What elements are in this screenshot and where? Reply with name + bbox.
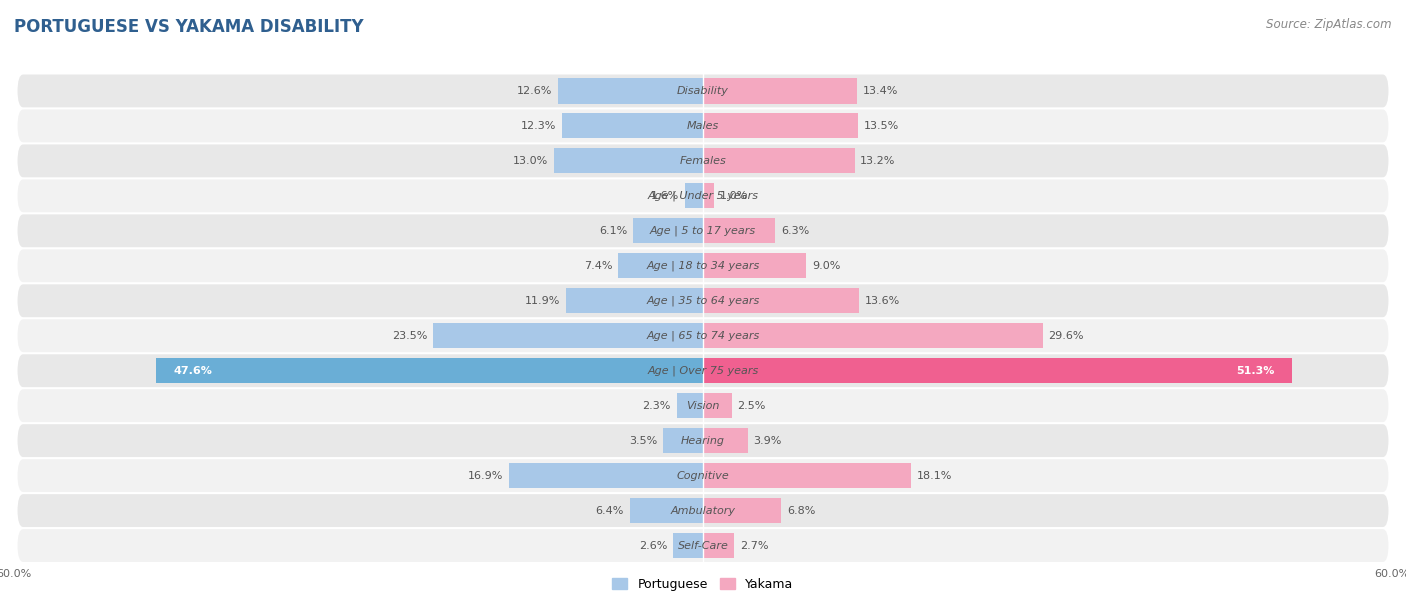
- Text: 12.6%: 12.6%: [517, 86, 553, 96]
- Bar: [633, 218, 703, 244]
- FancyBboxPatch shape: [17, 214, 1389, 247]
- Text: 2.7%: 2.7%: [740, 540, 768, 551]
- Text: 6.8%: 6.8%: [787, 506, 815, 515]
- Text: 11.9%: 11.9%: [526, 296, 561, 306]
- Text: 13.6%: 13.6%: [865, 296, 900, 306]
- Bar: [630, 498, 703, 523]
- Bar: [703, 148, 855, 173]
- Text: 3.5%: 3.5%: [628, 436, 657, 446]
- FancyBboxPatch shape: [17, 319, 1389, 352]
- FancyBboxPatch shape: [17, 179, 1389, 212]
- Text: Ambulatory: Ambulatory: [671, 506, 735, 515]
- Text: 18.1%: 18.1%: [917, 471, 952, 480]
- Bar: [703, 358, 1292, 383]
- Bar: [703, 78, 856, 103]
- FancyBboxPatch shape: [17, 285, 1389, 317]
- Text: 3.9%: 3.9%: [754, 436, 782, 446]
- Bar: [509, 463, 703, 488]
- Bar: [703, 428, 748, 453]
- FancyBboxPatch shape: [17, 110, 1389, 143]
- Bar: [554, 148, 703, 173]
- Bar: [567, 288, 703, 313]
- Text: Age | Over 75 years: Age | Over 75 years: [647, 365, 759, 376]
- Bar: [619, 253, 703, 278]
- Text: 6.4%: 6.4%: [595, 506, 624, 515]
- Text: 47.6%: 47.6%: [174, 366, 212, 376]
- Bar: [703, 463, 911, 488]
- Text: 2.6%: 2.6%: [640, 540, 668, 551]
- Text: 23.5%: 23.5%: [392, 330, 427, 341]
- Bar: [673, 533, 703, 558]
- Text: 29.6%: 29.6%: [1049, 330, 1084, 341]
- Text: Age | 5 to 17 years: Age | 5 to 17 years: [650, 226, 756, 236]
- FancyBboxPatch shape: [17, 529, 1389, 562]
- Bar: [685, 183, 703, 209]
- Bar: [433, 323, 703, 348]
- Text: Age | 65 to 74 years: Age | 65 to 74 years: [647, 330, 759, 341]
- Bar: [156, 358, 703, 383]
- Text: 9.0%: 9.0%: [813, 261, 841, 271]
- Bar: [703, 533, 734, 558]
- Text: 13.0%: 13.0%: [513, 156, 548, 166]
- Text: 6.1%: 6.1%: [599, 226, 627, 236]
- FancyBboxPatch shape: [17, 354, 1389, 387]
- Bar: [676, 393, 703, 418]
- Text: 13.4%: 13.4%: [863, 86, 898, 96]
- Text: Disability: Disability: [678, 86, 728, 96]
- Bar: [562, 113, 703, 138]
- FancyBboxPatch shape: [17, 144, 1389, 177]
- Text: Cognitive: Cognitive: [676, 471, 730, 480]
- Bar: [703, 498, 782, 523]
- Text: Hearing: Hearing: [681, 436, 725, 446]
- Bar: [703, 323, 1043, 348]
- FancyBboxPatch shape: [17, 389, 1389, 422]
- Text: 2.3%: 2.3%: [643, 401, 671, 411]
- Text: Self-Care: Self-Care: [678, 540, 728, 551]
- Text: PORTUGUESE VS YAKAMA DISABILITY: PORTUGUESE VS YAKAMA DISABILITY: [14, 18, 364, 36]
- FancyBboxPatch shape: [17, 494, 1389, 527]
- Text: 6.3%: 6.3%: [782, 226, 810, 236]
- Text: Age | Under 5 years: Age | Under 5 years: [648, 190, 758, 201]
- FancyBboxPatch shape: [17, 459, 1389, 492]
- FancyBboxPatch shape: [17, 249, 1389, 282]
- Text: 2.5%: 2.5%: [738, 401, 766, 411]
- Bar: [703, 218, 775, 244]
- FancyBboxPatch shape: [17, 424, 1389, 457]
- Bar: [703, 183, 714, 209]
- Text: Age | 18 to 34 years: Age | 18 to 34 years: [647, 261, 759, 271]
- FancyBboxPatch shape: [17, 75, 1389, 107]
- Text: Source: ZipAtlas.com: Source: ZipAtlas.com: [1267, 18, 1392, 31]
- Bar: [703, 288, 859, 313]
- Bar: [703, 113, 858, 138]
- Bar: [703, 253, 807, 278]
- Text: 7.4%: 7.4%: [583, 261, 612, 271]
- Text: 13.5%: 13.5%: [863, 121, 898, 131]
- Text: Age | 35 to 64 years: Age | 35 to 64 years: [647, 296, 759, 306]
- Text: 16.9%: 16.9%: [468, 471, 503, 480]
- Bar: [558, 78, 703, 103]
- Text: 12.3%: 12.3%: [520, 121, 555, 131]
- Legend: Portuguese, Yakama: Portuguese, Yakama: [607, 573, 799, 596]
- Bar: [703, 393, 731, 418]
- Text: Vision: Vision: [686, 401, 720, 411]
- Text: Males: Males: [688, 121, 718, 131]
- Text: Females: Females: [679, 156, 727, 166]
- Text: 51.3%: 51.3%: [1236, 366, 1275, 376]
- Text: 1.6%: 1.6%: [651, 191, 679, 201]
- Bar: [662, 428, 703, 453]
- Text: 13.2%: 13.2%: [860, 156, 896, 166]
- Text: 1.0%: 1.0%: [720, 191, 748, 201]
